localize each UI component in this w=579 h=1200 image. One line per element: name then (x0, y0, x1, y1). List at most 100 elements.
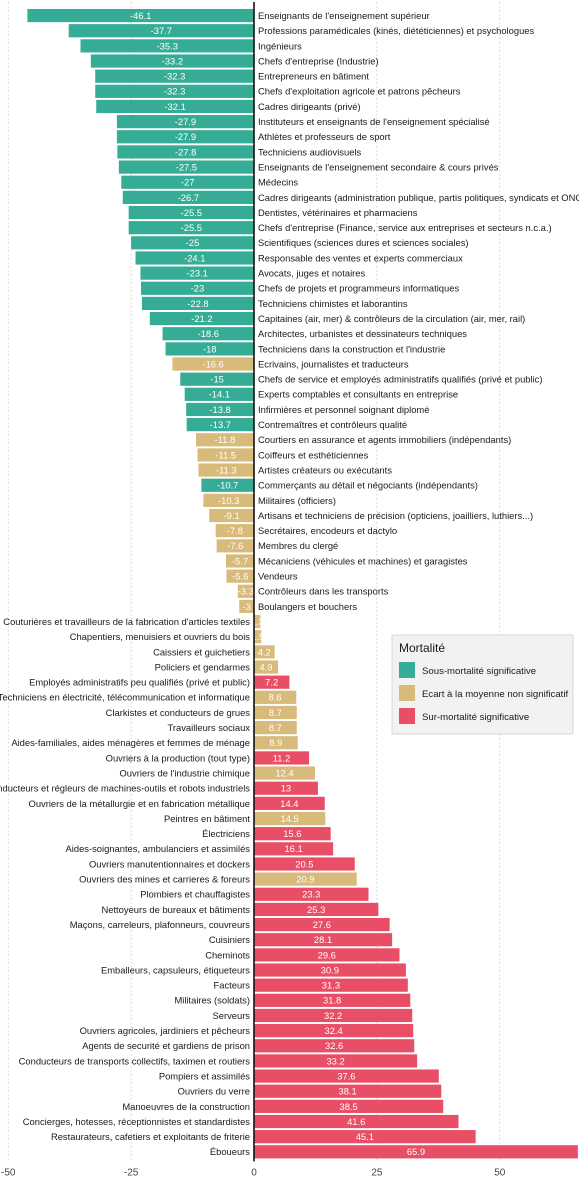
value-label: -26.7 (178, 192, 199, 203)
category-label: Emballeurs, capsuleurs, étiqueteurs (101, 964, 250, 975)
value-label: -32.3 (164, 86, 185, 97)
category-label: Peintres en bâtiment (164, 813, 250, 824)
bar (149, 311, 254, 326)
category-label: Concierges, hotesses, réceptionnistes et… (23, 1116, 251, 1127)
category-label: Conducteurs de transports collectifs, ta… (19, 1055, 251, 1066)
value-label: 37.6 (337, 1070, 355, 1081)
value-label: 8.6 (269, 692, 282, 703)
category-label: Techniciens dans la construction et l'in… (258, 343, 445, 354)
bar (254, 993, 411, 1007)
value-label: 7.2 (265, 677, 278, 688)
value-label: -24.1 (184, 252, 205, 263)
x-tick-label: 50 (494, 1167, 506, 1178)
bar (165, 342, 254, 356)
bar (254, 963, 406, 977)
bar (96, 99, 254, 114)
value-label: 28.1 (314, 934, 332, 945)
category-label: Chefs d'entreprise (Finance, service aux… (258, 222, 552, 233)
bar (254, 1054, 418, 1068)
bar (172, 357, 254, 371)
value-label: -14.1 (209, 389, 230, 400)
bar (135, 251, 254, 265)
category-label: Experts comptables et consultants en ent… (258, 389, 458, 400)
bar (254, 933, 393, 947)
category-label: Employés administratifs peu qualifiés (p… (29, 677, 250, 688)
bar (239, 599, 254, 614)
bar (254, 614, 261, 629)
value-label: 13 (281, 783, 291, 794)
bar (254, 842, 334, 856)
legend-entry-label: Sous-mortalité significative (422, 666, 536, 677)
category-label: Médecins (258, 177, 298, 188)
value-label: -11.5 (215, 449, 236, 460)
category-label: Athlètes et professeurs de sport (258, 131, 391, 142)
value-label: -3 (242, 601, 250, 612)
value-label: -25.5 (181, 222, 202, 233)
value-label: -11.3 (216, 464, 237, 475)
bar (254, 675, 290, 689)
category-label: Capitaines (air, mer) & contrôleurs de l… (258, 313, 525, 324)
value-label: 65.9 (407, 1146, 425, 1157)
bar (90, 54, 255, 68)
value-label: -32.3 (164, 71, 185, 82)
value-label: -9.1 (224, 510, 240, 521)
category-label: Commerçants au détail et négociants (ind… (258, 480, 478, 491)
category-label: Boulangers et bouchers (258, 601, 357, 612)
category-label: Caissiers et guichetiers (153, 646, 250, 657)
value-label: 32.2 (324, 1010, 342, 1021)
bar (140, 281, 254, 295)
bar (254, 811, 326, 826)
bar (254, 978, 408, 992)
category-label: Cheminots (205, 949, 250, 960)
value-label: -11.8 (215, 434, 236, 445)
bar (254, 630, 262, 644)
bar (254, 751, 310, 765)
category-label: Enseignants de l'enseignement supérieur (258, 10, 430, 21)
value-label: -5.7 (232, 555, 248, 566)
value-label: 8.9 (269, 737, 282, 748)
category-label: Artisans et techniciens de précision (op… (258, 510, 533, 521)
category-label: Techniciens chimistes et laborantins (258, 298, 408, 309)
bar (254, 872, 357, 886)
bar (116, 130, 255, 144)
category-label: Ouvriers à la production (tout type) (106, 752, 250, 763)
category-label: Artistes créateurs ou exécutants (258, 464, 392, 475)
category-label: Courtiers en assurance et agents immobil… (258, 434, 511, 445)
value-label: -23 (191, 283, 205, 294)
category-label: Facteurs (214, 980, 251, 991)
bar (254, 857, 355, 871)
value-label: 11.2 (273, 752, 291, 763)
category-label: Scientifiques (sciences dures et science… (258, 237, 469, 248)
bar (254, 1114, 459, 1129)
category-label: Vendeurs (258, 571, 298, 582)
bar (254, 827, 331, 841)
bar (254, 917, 390, 932)
value-label: 16.1 (284, 843, 302, 854)
category-label: Enseignants de l'enseignement secondaire… (258, 161, 499, 172)
bar (116, 115, 255, 129)
legend-entry-label: Sur-mortalité significative (422, 712, 529, 723)
value-label: -25.5 (181, 207, 202, 218)
value-label: -21.2 (191, 313, 212, 324)
category-label: Chapentiers, menuisiers et ouvriers du b… (70, 631, 251, 642)
legend-entry-label: Ecart à la moyenne non significatif (422, 689, 568, 700)
value-label: 8.7 (269, 707, 282, 718)
bar (203, 493, 254, 507)
bar (215, 524, 254, 538)
x-tick-label: -25 (124, 1167, 139, 1178)
category-label: Ouvriers de la métallurgie et en fabrica… (29, 798, 250, 809)
bar (254, 705, 297, 720)
category-label: Ouvriers manutentionnaires et dockers (89, 858, 250, 869)
category-label: Dentistes, vétérinaires et pharmaciens (258, 207, 418, 218)
bar (254, 721, 297, 735)
bar (254, 1145, 578, 1159)
category-label: Conducteurs et régleurs de machines-outi… (0, 783, 250, 794)
bar (254, 948, 400, 962)
bar (254, 887, 369, 901)
bar (68, 24, 254, 38)
category-label: Clarkistes et conducteurs de grues (106, 707, 251, 718)
category-label: Chefs de projets et programmeurs informa… (258, 283, 459, 294)
bar (254, 781, 318, 795)
value-label: -23.1 (187, 268, 208, 279)
